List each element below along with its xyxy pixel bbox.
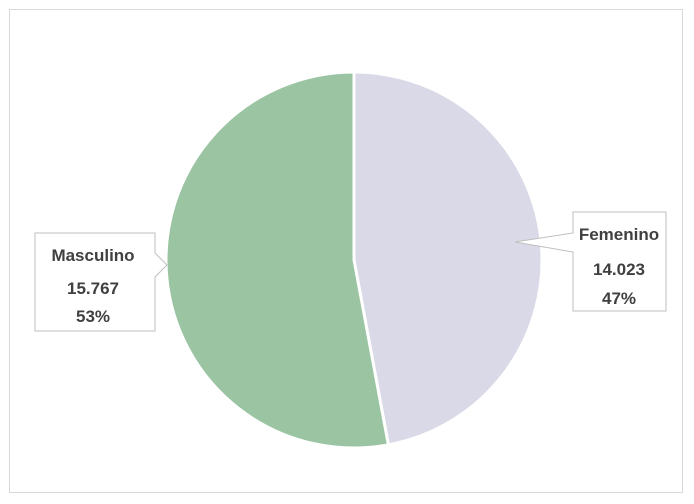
slice-percent-masculino: 53% [76, 307, 110, 326]
callout-box-masculino [34, 232, 168, 332]
callout-masculino: Masculino 15.767 53% [34, 232, 168, 332]
slice-value-masculino: 15.767 [67, 279, 119, 298]
slice-value-femenino: 14.023 [593, 260, 645, 279]
slice-label-femenino: Femenino [579, 225, 659, 244]
pie-slices [164, 70, 544, 450]
pie-slice-femenino [352, 70, 544, 447]
slice-label-masculino: Masculino [51, 246, 134, 265]
slice-percent-femenino: 47% [602, 289, 636, 308]
callout-box-femenino [514, 211, 667, 312]
callout-femenino: Femenino 14.023 47% [514, 211, 667, 312]
pie-slice-masculino [164, 70, 391, 450]
